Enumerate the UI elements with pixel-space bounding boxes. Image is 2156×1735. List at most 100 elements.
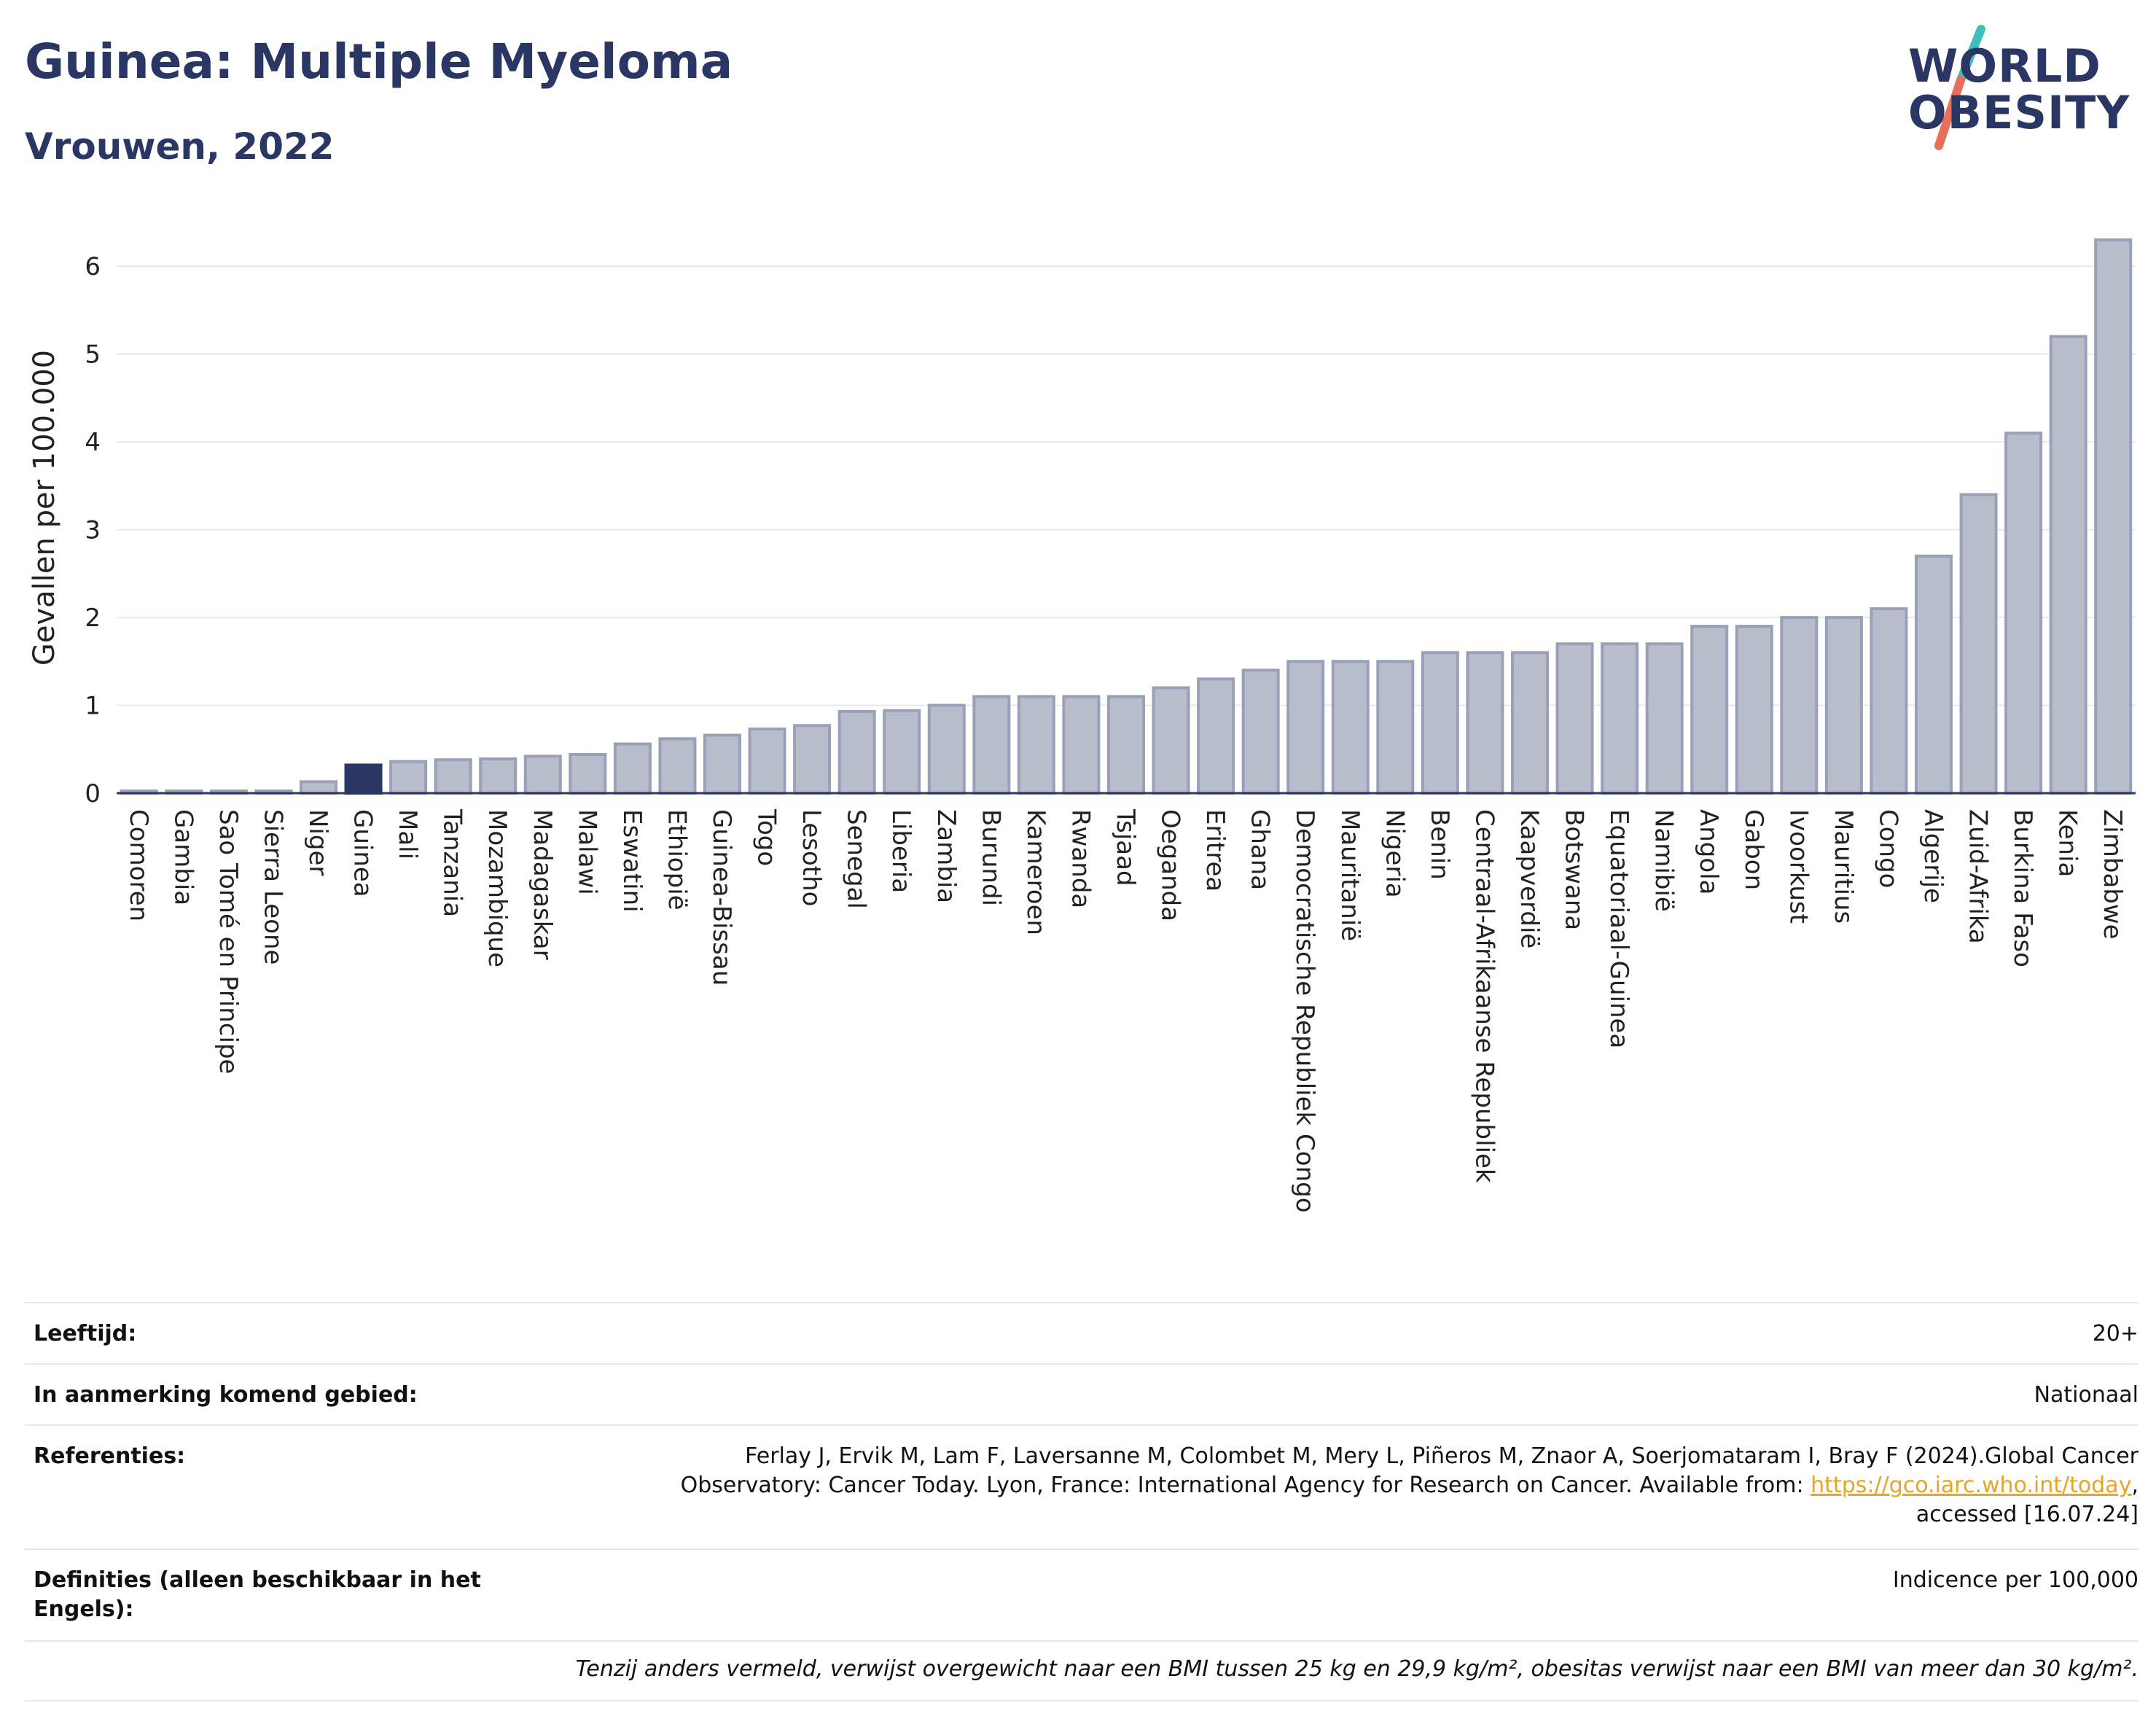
x-category-label: Centraal-Afrikaanse Republiek [1469, 809, 1499, 1183]
bar-ethiopi-[interactable] [658, 737, 697, 795]
bar-democratische-republiek-congo[interactable] [1286, 660, 1325, 795]
definitions-value: Indicence per 100,000 [1892, 1567, 2139, 1593]
bar-gabon[interactable] [1735, 625, 1773, 795]
bar-ivoorkust[interactable] [1780, 616, 1819, 795]
y-axis-title: Gevallen per 100.000 [28, 350, 61, 666]
bar-algerije[interactable] [1914, 554, 1953, 795]
x-category-label: Sierra Leone [258, 809, 287, 964]
x-category-label: Congo [1873, 809, 1902, 888]
x-category-label: Democratische Republiek Congo [1290, 809, 1319, 1213]
y-tick-label: 4 [85, 428, 101, 457]
bar-angola[interactable] [1690, 625, 1729, 795]
info-row-references: Referenties: Ferlay J, Ervik M, Lam F, L… [25, 1424, 2139, 1548]
bar-liberia[interactable] [883, 709, 921, 795]
x-category-label: Burundi [976, 809, 1005, 906]
bar-kenia[interactable] [2049, 335, 2087, 795]
x-category-label: Gambia [168, 809, 198, 905]
bar-mali[interactable] [389, 760, 428, 795]
bar-mauritius[interactable] [1824, 616, 1863, 795]
area-value: Nationaal [2034, 1382, 2139, 1408]
info-table: Leeftijd: 20+ In aanmerking komend gebie… [25, 1302, 2139, 1701]
bar-zuid-afrika[interactable] [1959, 493, 1998, 795]
bar-mozambique[interactable] [479, 757, 517, 795]
bar-madagaskar[interactable] [523, 755, 562, 795]
bar-lesotho[interactable] [793, 724, 832, 795]
bar-chart: 0 1 2 3 4 5 6 Comoren Gambia Sao Tomé en Princip… [28, 238, 2136, 1213]
x-category-label: Mali [393, 809, 422, 859]
x-category-label: Ghana [1246, 809, 1275, 890]
bar-guinea-bissau[interactable] [703, 733, 742, 795]
chart-bars [120, 238, 2133, 795]
logo-text-world: WORLD [1908, 39, 2101, 93]
x-category-label: Eritrea [1200, 809, 1230, 892]
x-category-label: Sao Tomé en Principe [214, 809, 243, 1074]
x-category-label: Angola [1694, 809, 1723, 894]
bar-togo[interactable] [748, 728, 786, 795]
x-category-label: Eswatini [617, 809, 647, 913]
x-category-label: Gabon [1739, 809, 1768, 890]
x-category-label: Rwanda [1066, 809, 1095, 908]
bar-namibi-[interactable] [1645, 642, 1684, 795]
bar-congo[interactable] [1870, 607, 1908, 795]
bar-tsjaad[interactable] [1106, 695, 1146, 795]
bar-guinea[interactable] [344, 763, 383, 795]
bar-oeganda[interactable] [1152, 686, 1190, 795]
reference-line-3: accessed [16.07.24] [1915, 1502, 2139, 1527]
age-label: Leeftijd: [34, 1321, 137, 1346]
x-category-label: Kaapverdië [1515, 809, 1544, 948]
x-category-label: Botswana [1560, 809, 1589, 930]
x-category-label: Tsjaad [1111, 808, 1140, 886]
bar-eswatini[interactable] [613, 742, 652, 795]
bar-mauritani-[interactable] [1331, 660, 1370, 795]
reference-line-1: Ferlay J, Ervik M, Lam F, Laversanne M, … [745, 1443, 2139, 1469]
bar-zambia[interactable] [927, 703, 966, 795]
bar-nigeria[interactable] [1376, 660, 1415, 795]
footnote: Tenzij anders vermeld, verwijst overgewi… [575, 1656, 2139, 1682]
x-category-label: Senegal [842, 809, 871, 909]
y-tick-label: 5 [85, 340, 101, 370]
bar-niger[interactable] [299, 780, 338, 795]
x-category-label: Togo [752, 808, 781, 866]
y-tick-label: 6 [85, 252, 101, 281]
bar-tanzania[interactable] [434, 758, 472, 795]
world-obesity-logo: WORLD OBESITY [1895, 22, 2143, 153]
bar-eritrea[interactable] [1197, 677, 1235, 795]
bar-senegal[interactable] [837, 709, 876, 795]
x-category-label: Ethiopië [662, 809, 691, 911]
info-row-footnote: Tenzij anders vermeld, verwijst overgewi… [25, 1640, 2139, 1701]
x-category-label: Algerije [1918, 809, 1948, 903]
y-tick-label: 0 [85, 779, 101, 808]
bar-benin[interactable] [1421, 651, 1459, 795]
reference-line-2: Observatory: Cancer Today. Lyon, France:… [535, 1471, 2139, 1500]
bar-zimbabwe[interactable] [2094, 238, 2133, 795]
y-axis-ticks: 0 1 2 3 4 5 6 [85, 252, 101, 808]
bar-burundi[interactable] [972, 695, 1011, 795]
logo-slash-icon [1934, 25, 1985, 150]
info-row-age: Leeftijd: 20+ [25, 1302, 2139, 1363]
x-category-label: Tanzania [438, 808, 467, 917]
x-category-label: Kenia [2053, 809, 2082, 877]
x-category-label: Benin [1425, 809, 1454, 880]
x-category-label: Burkina Faso [2008, 809, 2037, 967]
page-title: Guinea: Multiple Myeloma [25, 34, 733, 90]
x-category-label: Mozambique [483, 809, 512, 967]
x-axis-labels: Comoren Gambia Sao Tomé en Principe Sierra … [124, 808, 2127, 1213]
x-category-label: Oeganda [1156, 809, 1185, 921]
bar-kaapverdi-[interactable] [1510, 651, 1550, 795]
reference-link[interactable]: https://gco.iarc.who.int/today [1811, 1473, 2132, 1498]
info-row-definitions: Definities (alleen beschikbaar in het En… [25, 1548, 2139, 1640]
x-category-label: Namibië [1649, 809, 1679, 912]
bar-equatoriaal-guinea[interactable] [1601, 642, 1639, 795]
bar-rwanda[interactable] [1062, 695, 1101, 795]
bar-malawi[interactable] [569, 752, 607, 795]
bar-kameroen[interactable] [1017, 695, 1055, 795]
bar-burkina-faso[interactable] [2004, 432, 2043, 795]
x-category-label: Guinea-Bissau [707, 809, 736, 986]
x-category-label: Kameroen [1021, 809, 1050, 935]
references-value: Ferlay J, Ervik M, Lam F, Laversanne M, … [535, 1442, 2139, 1529]
bar-botswana[interactable] [1555, 642, 1594, 795]
bar-centraal-afrikaanse-republiek[interactable] [1466, 651, 1504, 795]
bar-ghana[interactable] [1241, 668, 1280, 795]
x-category-label: Lesotho [797, 809, 826, 906]
x-category-label: Ivoorkust [1784, 809, 1813, 924]
